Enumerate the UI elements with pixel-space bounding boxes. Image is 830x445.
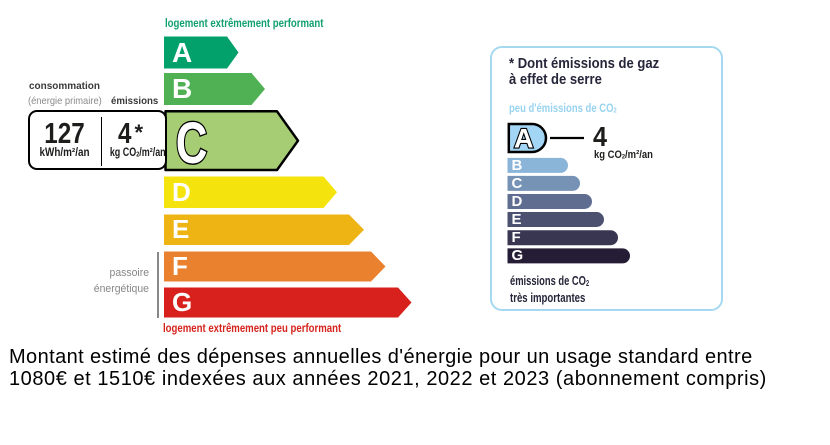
svg-text:A: A xyxy=(514,123,534,153)
svg-text:C: C xyxy=(176,110,208,175)
